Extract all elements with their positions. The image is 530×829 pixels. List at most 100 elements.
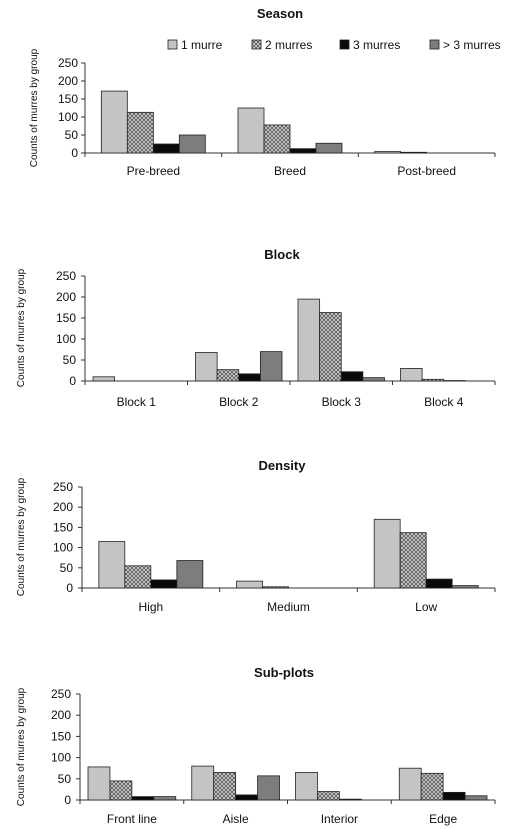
y-tick-label: 50 [65,128,79,142]
bar-season-2-series-4 [315,142,343,154]
y-tick-label: 50 [58,772,72,786]
bar-density-3-series-2 [399,532,427,589]
y-axis-label: Counts of murres by group [29,48,40,167]
chart-panel-sub-plots: Sub-plots Counts of murres by group 0 50 100… [16,665,496,826]
bar-season-3-series-1 [374,151,402,154]
legend-label: 1 murre [181,38,223,52]
bar-block-3-series-3 [340,371,364,382]
x-category-label: Breed [274,164,306,178]
bar-density-1-series-1 [98,541,126,589]
y-tick-label: 150 [51,729,71,743]
legend-label: 3 murres [353,38,400,52]
bar-sub-plots-2-series-1 [191,765,215,801]
bar-sub-plots-2-series-3 [235,794,258,801]
chart-title: Season [257,6,303,21]
x-category-label: Interior [321,812,358,826]
chart-panel-density: Density Counts of murres by group 0 50 100 15… [16,458,496,614]
y-tick-label: 0 [66,581,73,595]
bar-block-2-series-1 [195,352,218,382]
bar-sub-plots-1-series-2 [109,780,133,801]
y-axis-label: Counts of murres by group [16,268,27,387]
x-category-label: Aisle [223,812,249,826]
legend-swatch [167,39,178,50]
y-tick-label: 250 [53,480,73,494]
bar-season-3-series-2 [400,151,428,154]
bar-block-2-series-2 [216,369,240,382]
y-tick-label: 150 [56,311,76,325]
bar-sub-plots-1-series-3 [131,796,155,801]
bar-density-3-series-3 [425,578,453,589]
bar-season-1-series-1 [100,90,128,154]
bar-season-2-series-3 [289,148,317,154]
bar-block-3-series-2 [319,312,342,382]
legend: 1 murre 2 murres 3 murres > 3 murres [167,38,501,52]
bar-season-1-series-4 [178,134,206,154]
x-category-label: Block 1 [117,395,157,409]
bar-sub-plots-3-series-1 [295,772,318,801]
y-axis-label: Counts of murres by group [16,477,27,596]
x-category-label: Block 4 [424,395,464,409]
legend-label: > 3 murres [443,38,501,52]
bar-density-1-series-3 [150,579,178,589]
bar-sub-plots-3-series-3 [338,798,362,801]
bar-density-2-series-2 [262,586,289,589]
y-tick-label: 100 [58,110,78,124]
y-tick-label: 200 [51,708,71,722]
bar-block-1-series-1 [92,376,116,382]
y-axis-label: Counts of murres by group [16,687,27,806]
y-tick-label: 100 [51,751,71,765]
y-tick-label: 0 [69,374,76,388]
x-category-label: Medium [267,600,310,614]
bar-sub-plots-4-series-4 [464,795,488,801]
bar-sub-plots-2-series-4 [257,775,280,801]
x-category-label: Front line [107,812,157,826]
x-category-label: Edge [429,812,457,826]
bar-season-2-series-2 [263,124,291,154]
bar-density-3-series-1 [373,518,401,589]
y-tick-label: 50 [60,561,74,575]
bar-sub-plots-3-series-2 [317,791,340,801]
y-tick-label: 200 [53,500,73,514]
bar-sub-plots-2-series-2 [213,772,237,801]
y-tick-label: 150 [58,92,78,106]
x-category-label: Low [415,600,437,614]
x-category-label: Pre-breed [127,164,180,178]
legend-label: 2 murres [265,38,312,52]
x-category-label: Block 2 [219,395,259,409]
y-tick-label: 200 [58,74,78,88]
bar-block-4-series-1 [400,367,423,382]
bar-season-1-series-2 [126,111,154,154]
chart-title: Sub-plots [254,665,314,680]
y-tick-label: 250 [56,269,76,283]
legend-swatch [251,39,262,50]
y-tick-label: 100 [56,332,76,346]
bar-density-1-series-2 [124,565,152,589]
bar-sub-plots-4-series-2 [420,772,444,801]
chart-title: Density [259,458,307,473]
bar-sub-plots-4-series-3 [442,791,466,801]
bar-sub-plots-1-series-4 [153,796,177,801]
x-category-label: Post-breed [397,164,456,178]
bar-sub-plots-4-series-1 [398,767,422,801]
bar-block-2-series-4 [259,351,283,382]
bar-season-1-series-3 [152,143,180,154]
y-tick-label: 200 [56,290,76,304]
bar-block-4-series-2 [421,378,445,382]
chart-title: Block [264,247,300,262]
y-tick-label: 0 [64,793,71,807]
bar-season-2-series-1 [237,107,265,154]
bar-density-1-series-4 [176,560,204,589]
legend-swatch [339,39,350,50]
y-tick-label: 150 [53,520,73,534]
y-tick-label: 100 [53,541,73,555]
bar-sub-plots-1-series-1 [87,766,111,801]
bar-density-2-series-1 [236,580,263,589]
legend-swatch [429,39,440,50]
bar-block-3-series-1 [297,298,321,382]
y-tick-label: 0 [71,146,78,160]
y-tick-label: 250 [51,687,71,701]
y-tick-label: 250 [58,56,78,70]
bar-block-2-series-3 [238,373,261,382]
x-category-label: Block 3 [322,395,362,409]
